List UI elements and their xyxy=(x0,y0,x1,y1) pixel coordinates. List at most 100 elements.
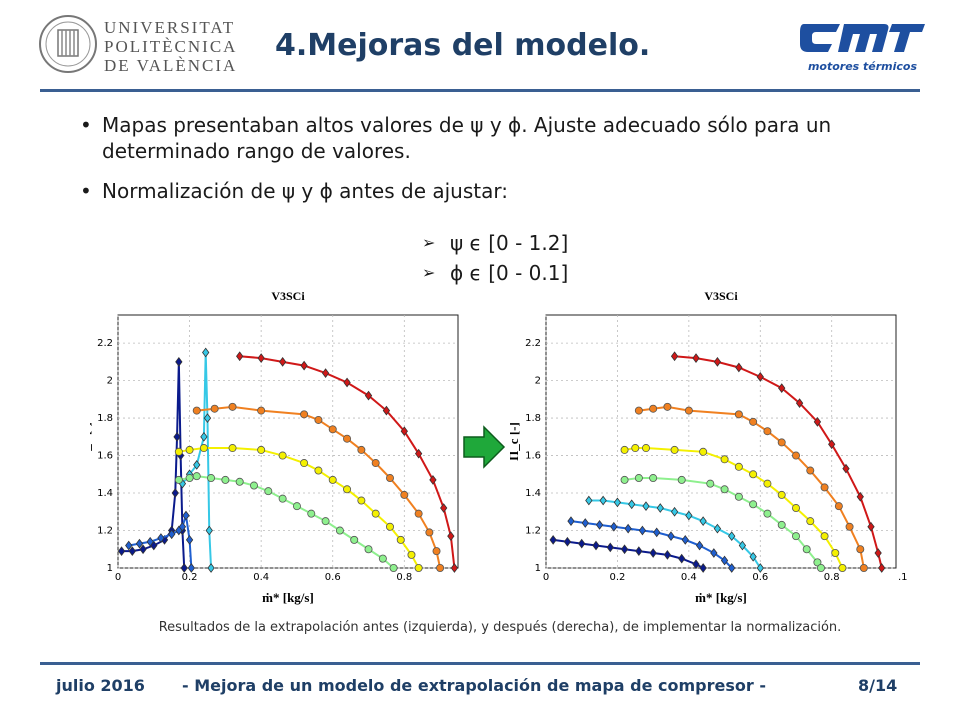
data-point xyxy=(185,445,194,454)
data-point xyxy=(203,413,212,423)
data-point xyxy=(221,475,230,484)
data-point xyxy=(278,451,287,460)
data-point xyxy=(734,410,743,419)
y-tick-label: 1.4 xyxy=(97,488,113,499)
data-point xyxy=(834,502,843,511)
data-point xyxy=(350,535,359,544)
data-point xyxy=(210,404,219,413)
data-point xyxy=(713,523,722,534)
bullet-list: • Mapas presentaban altos valores de ψ y… xyxy=(80,112,910,218)
data-point xyxy=(396,535,405,544)
data-point xyxy=(135,538,144,549)
data-point xyxy=(249,481,258,490)
data-point xyxy=(447,531,455,542)
data-point xyxy=(328,475,337,484)
data-point xyxy=(667,531,675,542)
green-arrow-icon xyxy=(463,425,506,469)
data-point xyxy=(670,445,679,454)
slide-title: 4.Mejoras del modelo. xyxy=(275,28,651,63)
y-tick-label: 1.2 xyxy=(97,526,113,537)
data-point xyxy=(432,547,441,556)
data-point xyxy=(692,353,700,363)
data-point xyxy=(192,406,201,415)
data-point xyxy=(663,402,672,411)
data-point xyxy=(777,490,786,499)
data-point xyxy=(763,479,772,488)
data-point xyxy=(578,538,586,549)
data-point xyxy=(182,510,190,521)
data-point xyxy=(567,516,575,527)
data-point xyxy=(168,529,176,540)
y-tick-label: 2.2 xyxy=(97,338,113,349)
y-tick-label: 1 xyxy=(535,563,541,574)
sub-bullet-text: ϕ ϵ [0 - 0.1] xyxy=(450,261,569,285)
data-point xyxy=(777,438,786,447)
data-point xyxy=(307,509,316,518)
x-tick-label: 0.6 xyxy=(752,572,768,583)
data-point xyxy=(813,558,822,567)
data-point xyxy=(414,448,423,459)
data-point xyxy=(878,563,886,573)
chart-title: V3SCi xyxy=(704,289,738,303)
series-line xyxy=(128,515,193,569)
data-point xyxy=(592,540,600,551)
y-axis-label: Π_c [-] xyxy=(90,422,93,461)
x-tick-label: 0.4 xyxy=(253,572,269,583)
figure-caption: Resultados de la extrapolación antes (iz… xyxy=(158,620,842,635)
data-point xyxy=(371,509,380,518)
data-point xyxy=(400,426,408,437)
data-point xyxy=(859,563,868,572)
cmt-logo-icon xyxy=(800,24,925,52)
data-point xyxy=(695,540,704,551)
data-point xyxy=(343,434,352,443)
data-point xyxy=(670,506,679,517)
data-point xyxy=(192,472,201,481)
data-point xyxy=(681,535,689,545)
data-point xyxy=(343,377,351,388)
y-tick-label: 1.2 xyxy=(525,526,541,537)
data-point xyxy=(385,474,394,483)
data-point xyxy=(228,402,237,411)
data-point xyxy=(867,521,875,532)
data-point xyxy=(635,546,643,557)
data-point xyxy=(692,559,700,570)
data-point xyxy=(710,548,718,558)
data-point xyxy=(328,425,337,434)
data-point xyxy=(549,535,557,545)
data-point xyxy=(706,479,715,488)
data-point xyxy=(357,496,366,505)
x-axis-label: ṁ* [kg/s] xyxy=(695,590,747,605)
data-point xyxy=(720,455,729,464)
series-line xyxy=(239,355,456,569)
data-point xyxy=(802,545,811,554)
data-point xyxy=(806,517,815,526)
x-tick-label: .1 xyxy=(898,572,908,583)
data-point xyxy=(236,351,244,362)
data-point xyxy=(200,431,208,442)
data-point xyxy=(235,477,244,486)
data-point xyxy=(257,445,266,454)
data-point xyxy=(728,563,736,573)
data-point xyxy=(684,406,693,415)
data-point xyxy=(734,462,743,471)
data-point xyxy=(713,356,722,367)
x-tick-label: 0 xyxy=(543,572,549,583)
data-point xyxy=(649,404,658,413)
data-point xyxy=(400,490,409,499)
data-point xyxy=(300,410,309,419)
arrow-bullet-icon: ➢ xyxy=(422,233,436,252)
upv-logo: UNIVERSITAT POLITÈCNICA DE VALÈNCIA xyxy=(38,14,235,76)
header-divider xyxy=(40,89,920,92)
series-line xyxy=(196,405,442,569)
data-point xyxy=(139,544,147,555)
data-point xyxy=(677,475,686,484)
data-point xyxy=(620,544,629,555)
data-point xyxy=(185,535,194,545)
data-point xyxy=(778,383,786,393)
data-point xyxy=(631,444,640,453)
y-axis-label: Π_c [-] xyxy=(510,422,521,461)
chart-after-normalization: V3SCi 1 1.2 1.4 1.6 1.8 2 2.2 0 0.2 0.4 0.6 0.8 .1 Π_c… xyxy=(510,289,908,605)
data-point xyxy=(820,532,829,541)
data-point xyxy=(749,551,757,562)
data-point xyxy=(292,502,301,511)
